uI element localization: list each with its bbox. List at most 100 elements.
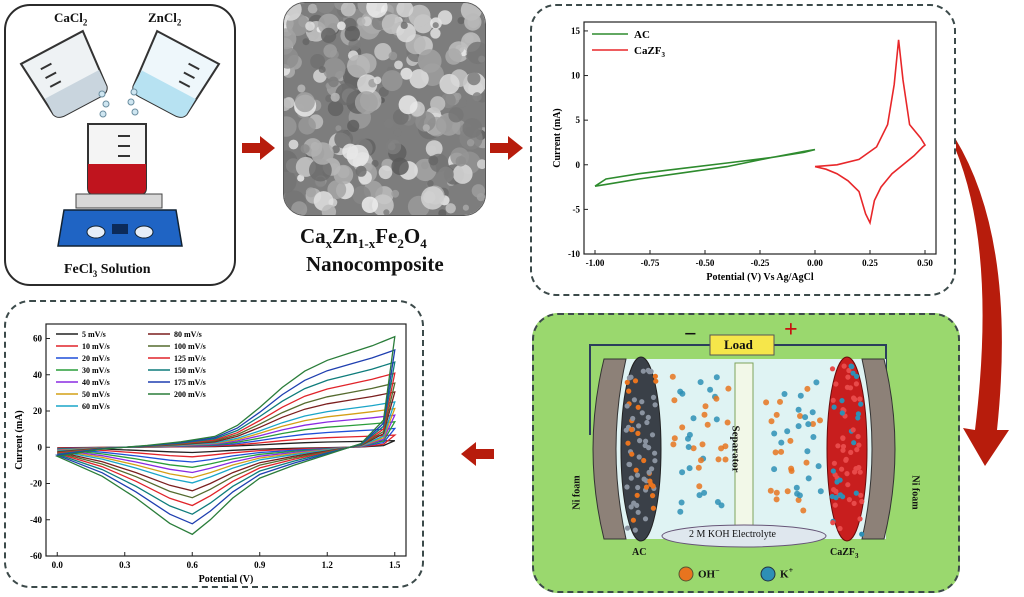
czf-particle	[851, 440, 857, 446]
x-axis-label: Potential (V) Vs Ag/AgCl	[706, 272, 814, 283]
x-tick-label: 0.25	[862, 258, 878, 268]
ni-foam-left-label: Ni foam	[571, 475, 583, 510]
ion	[704, 421, 711, 428]
k-ion-label: K+	[780, 566, 794, 581]
czf-particle	[853, 490, 859, 496]
czf-particle	[833, 495, 839, 501]
ion	[773, 489, 780, 496]
ac-particle	[650, 493, 656, 499]
ion	[690, 415, 697, 422]
device-panel: − + Load Separator Ni foam Ni foam 2 M K…	[532, 313, 960, 593]
ion	[802, 414, 809, 421]
ac-particle	[633, 467, 639, 473]
legend-label: 20 mV/s	[82, 354, 110, 363]
czf-particle	[858, 492, 864, 498]
y-tick-label: -60	[30, 551, 42, 561]
beaker-center-icon	[87, 123, 147, 195]
ion	[795, 406, 802, 413]
ion	[804, 385, 811, 392]
ion	[784, 428, 791, 435]
x-tick-label: 1.5	[389, 560, 401, 570]
czf-particle	[857, 516, 863, 522]
czf-particle	[837, 525, 843, 532]
ac-particle	[634, 492, 640, 498]
czf-particle	[858, 401, 864, 407]
czf-particle	[844, 471, 850, 477]
czf-particle	[840, 494, 846, 500]
ion	[815, 463, 822, 470]
czf-particle	[840, 447, 846, 453]
ion	[787, 437, 794, 444]
ac-particle	[650, 505, 656, 511]
series-line-4	[57, 414, 396, 474]
reagent-cacl2-label: CaCl2	[54, 10, 88, 28]
czf-particle	[845, 374, 851, 380]
czf-particle	[850, 370, 856, 376]
series-line-2	[57, 427, 397, 463]
synthesis-panel: CaCl2 ZnCl2 FeCl3 Solution	[4, 4, 236, 286]
ion	[677, 388, 684, 395]
ion	[817, 417, 823, 424]
ion	[795, 497, 802, 503]
czf-particle	[831, 404, 837, 410]
ac-particle	[649, 432, 656, 438]
ac-particle	[634, 502, 640, 508]
ion	[671, 397, 678, 404]
oh-ion-label: OH−	[698, 566, 720, 581]
ion	[718, 502, 725, 509]
product-name: Nanocomposite	[306, 252, 444, 276]
ion	[686, 465, 693, 472]
ion	[696, 483, 703, 490]
series-line-11	[54, 349, 396, 525]
ac-particle	[635, 484, 641, 491]
legend-label: 125 mV/s	[174, 354, 206, 363]
czf-particle	[846, 367, 852, 374]
czf-particle	[832, 502, 838, 508]
ac-electrode-label: AC	[632, 547, 647, 558]
y-tick-label: -20	[30, 479, 42, 489]
czf-particle	[829, 366, 836, 372]
czf-particle	[833, 381, 839, 387]
ac-particle	[653, 378, 659, 384]
ac-particle	[629, 451, 635, 457]
czf-particle	[854, 447, 860, 453]
ion	[690, 445, 697, 452]
legend-label: 5 mV/s	[82, 330, 106, 339]
ac-particle	[627, 461, 633, 468]
ion	[796, 492, 803, 499]
series-line-9	[57, 372, 396, 507]
legend-label: AC	[634, 29, 650, 41]
czf-particle	[845, 482, 851, 488]
y-axis-label: Current (mA)	[14, 410, 25, 470]
ac-particle	[652, 458, 658, 464]
czf-particle	[855, 433, 861, 440]
curved-arrow-down-icon	[955, 138, 1009, 466]
czf-particle	[839, 410, 845, 416]
series-line-10	[57, 361, 396, 515]
ac-particle	[645, 414, 651, 420]
ac-particle	[636, 454, 642, 460]
ion	[718, 445, 725, 452]
czf-particle	[849, 364, 855, 370]
y-tick-label: -5	[573, 204, 581, 214]
sem-micrograph-image	[283, 2, 486, 216]
ac-particle	[632, 378, 639, 384]
ac-particle	[639, 399, 645, 405]
ion	[803, 459, 810, 466]
product-formula: CaxZn1-xFe2O4	[300, 224, 427, 252]
load-label: Load	[724, 337, 753, 352]
ion	[778, 448, 785, 455]
ac-particle	[650, 483, 656, 489]
ac-particle	[637, 438, 643, 444]
ac-particle	[624, 484, 630, 490]
ac-particle	[641, 457, 647, 464]
ion	[713, 416, 720, 423]
ac-particle	[646, 445, 652, 451]
ion	[772, 449, 779, 456]
czf-particle	[840, 435, 846, 441]
legend-label: 175 mV/s	[174, 378, 206, 387]
ac-particle	[630, 517, 636, 523]
series-line-12	[55, 335, 396, 536]
ion	[697, 379, 704, 386]
ion	[707, 386, 714, 393]
